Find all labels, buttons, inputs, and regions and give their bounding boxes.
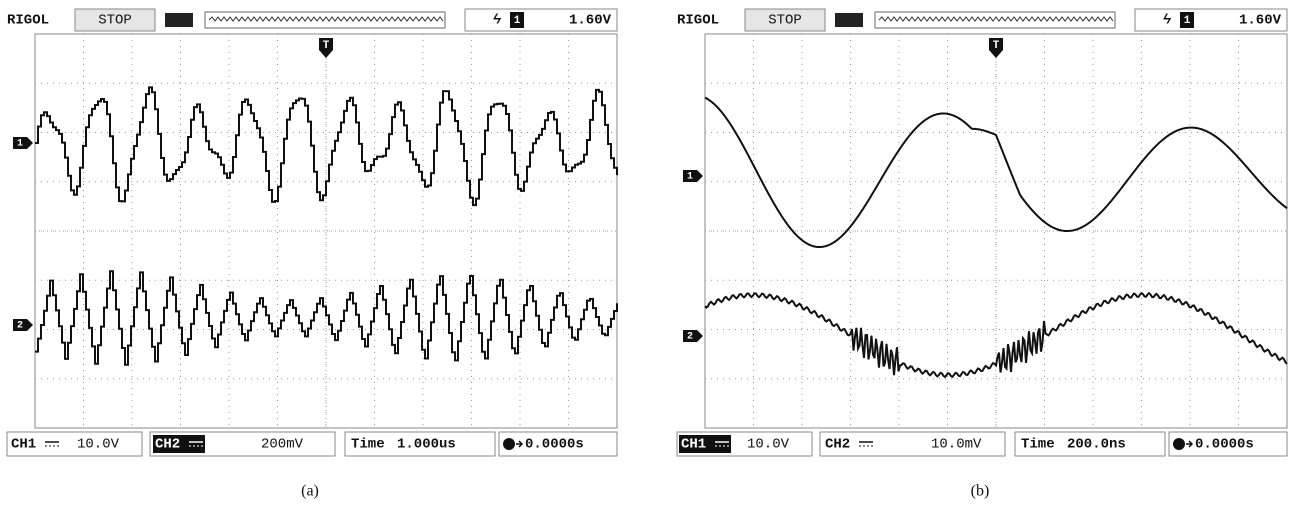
trigger-offset: 0.0000s [525,437,584,453]
trigger-level: 1.60V [569,13,612,29]
time-label: Time [351,437,385,453]
trigger-marker: T [323,40,330,52]
brand: RIGOL [677,13,719,29]
status: STOP [768,13,802,29]
time-label: Time [1021,437,1055,453]
channel-label: CH2 [155,437,180,453]
brand: RIGOL [7,13,49,29]
trigger-offset-icon [1173,438,1185,450]
trigger-offset-icon [503,438,515,450]
channel-label: CH2 [825,437,850,453]
caption: (b) [971,483,990,500]
channel-label: CH1 [11,437,36,453]
trigger-level: 1.60V [1239,13,1282,29]
caption: (a) [301,483,319,500]
trigger-marker: T [993,40,1000,52]
trigger-edge: ϟ [493,13,502,29]
channel-scale: 200mV [261,437,304,453]
channel-scale: 10.0mV [931,437,982,453]
battery-icon [165,13,193,27]
channel-marker: 1 [17,139,23,150]
channel-scale: 10.0V [77,437,120,453]
time-scale: 1.000us [397,437,456,453]
figure: RIGOLSTOPϟ11.60VT12CH110.0VCH2200mVTime1… [0,0,1297,505]
channel-marker: 2 [687,332,693,343]
channel-label: CH1 [681,437,706,453]
trigger-channel: 1 [514,15,521,27]
memory-bar [875,12,1115,28]
battery-icon [835,13,863,27]
memory-bar [205,12,445,28]
time-scale: 200.0ns [1067,437,1126,453]
trigger-edge: ϟ [1163,13,1172,29]
trigger-channel: 1 [1184,15,1191,27]
trigger-offset: 0.0000s [1195,437,1254,453]
channel-marker: 1 [687,172,693,183]
channel-scale: 10.0V [747,437,790,453]
channel-marker: 2 [17,321,23,332]
status: STOP [98,13,132,29]
